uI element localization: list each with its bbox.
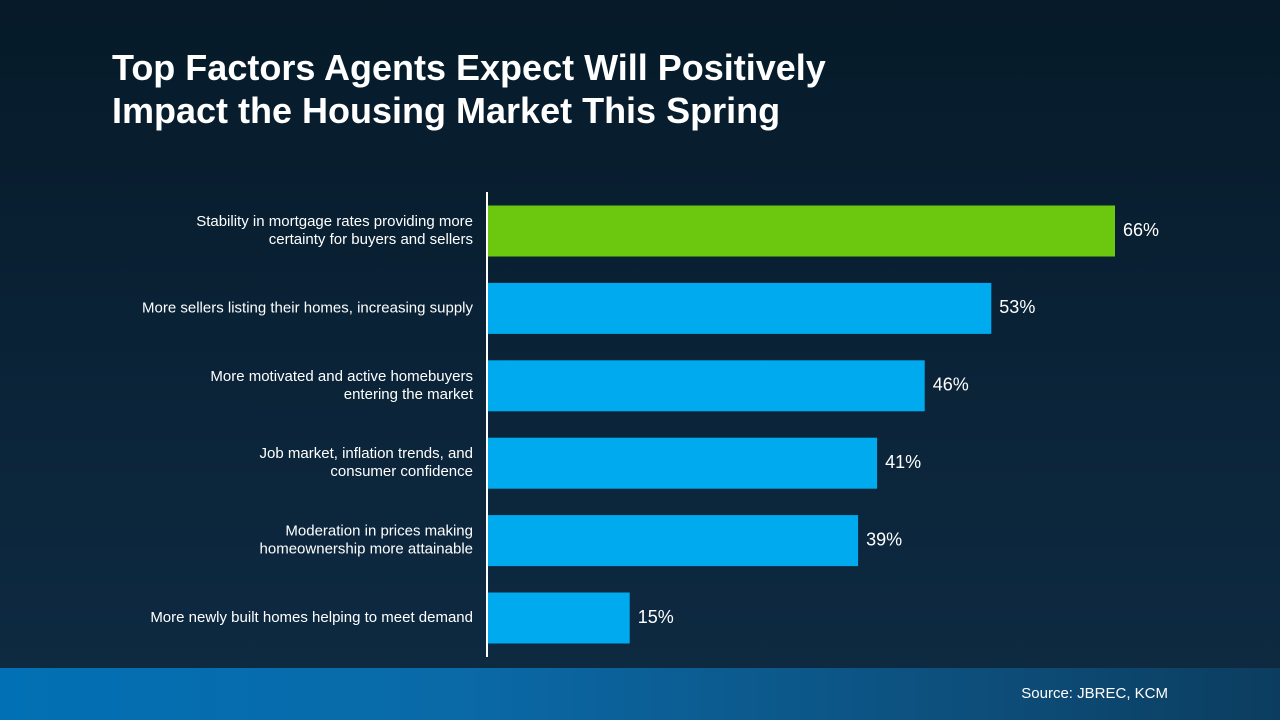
category-label-line: Job market, inflation trends, and bbox=[260, 445, 473, 462]
category-label-3: More motivated and active homebuyers ente… bbox=[210, 368, 473, 403]
chart-title-line-1: Top Factors Agents Expect Will Positivel… bbox=[112, 47, 826, 88]
data-label-1: 66% bbox=[1123, 220, 1159, 240]
bar-6 bbox=[487, 592, 630, 644]
category-label-2: More sellers listing their homes, increa… bbox=[142, 299, 473, 316]
data-label-6: 15% bbox=[638, 607, 674, 627]
bar-1 bbox=[487, 205, 1115, 257]
category-label-line: homeownership more attainable bbox=[260, 541, 473, 558]
bar-3 bbox=[487, 360, 925, 412]
category-label-line: consumer confidence bbox=[330, 463, 473, 480]
bar-2 bbox=[487, 282, 992, 334]
chart-title: Top Factors Agents Expect Will Positivel… bbox=[112, 46, 1012, 132]
category-label-line: More motivated and active homebuyers bbox=[210, 368, 473, 385]
data-label-2: 53% bbox=[999, 297, 1035, 317]
chart-title-line-2: Impact the Housing Market This Spring bbox=[112, 90, 781, 131]
category-label-6: More newly built homes helping to meet d… bbox=[150, 609, 473, 626]
footer-band: Source: JBREC, KCM bbox=[0, 668, 1280, 720]
data-label-5: 39% bbox=[866, 529, 902, 549]
bar-4 bbox=[487, 437, 878, 489]
bar-5 bbox=[487, 515, 859, 567]
category-label-line: More newly built homes helping to meet d… bbox=[150, 609, 473, 626]
category-label-5: Moderation in prices making homeownership… bbox=[260, 523, 473, 558]
data-label-4: 41% bbox=[885, 452, 921, 472]
category-label-line: Stability in mortgage rates providing mo… bbox=[196, 213, 473, 230]
bar-chart: 66% Stability in mortgage rates providing… bbox=[142, 205, 1159, 644]
category-label-line: Moderation in prices making bbox=[285, 523, 473, 540]
category-label-line: certainty for buyers and sellers bbox=[269, 231, 473, 248]
category-label-1: Stability in mortgage rates providing mo… bbox=[196, 213, 473, 248]
category-label-line: More sellers listing their homes, increa… bbox=[142, 299, 473, 316]
category-label-4: Job market, inflation trends, and consume… bbox=[260, 445, 473, 480]
source-note: Source: JBREC, KCM bbox=[1021, 685, 1168, 702]
category-label-line: entering the market bbox=[344, 386, 474, 403]
data-label-3: 46% bbox=[933, 375, 969, 395]
